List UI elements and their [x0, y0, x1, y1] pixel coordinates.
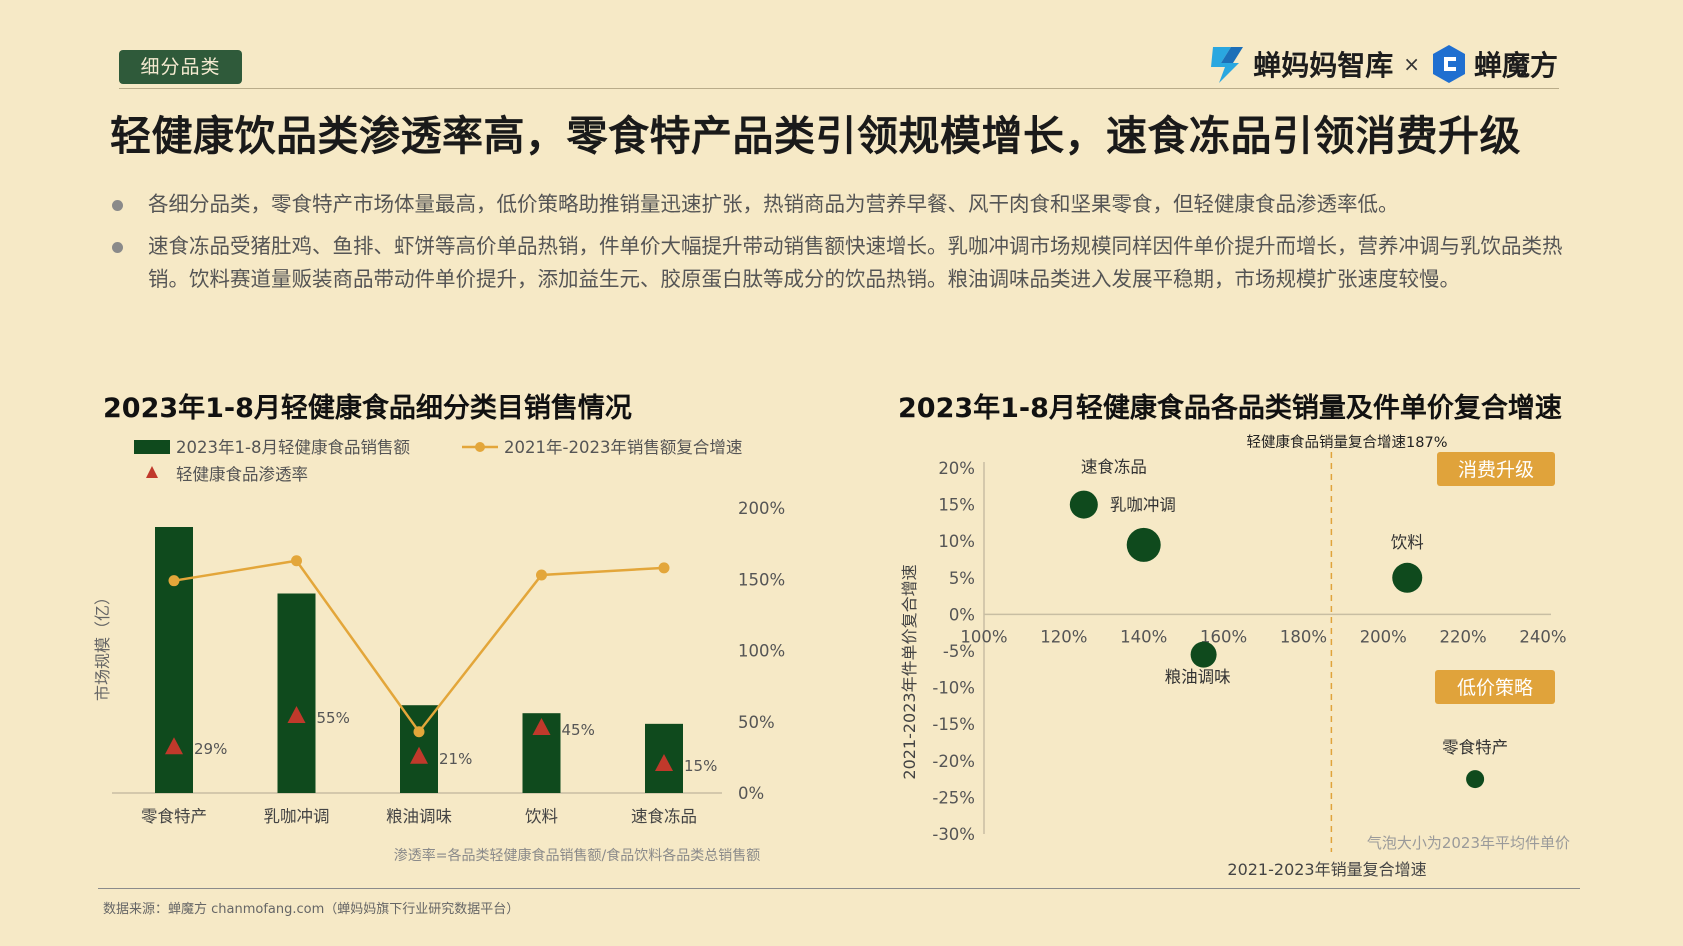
scatter-x-tick: 220% [1440, 627, 1487, 646]
penetration-marker [287, 706, 306, 723]
bullet-dot [112, 200, 123, 211]
bubble-乳咖冲调 [1126, 527, 1161, 562]
scatter-x-tick: 180% [1280, 627, 1327, 646]
penetration-label: 29% [194, 740, 227, 758]
bullet-item: 速食冻品受猪肚鸡、鱼排、虾饼等高价单品热销，件单价大幅提升带动销售额快速增长。乳… [110, 230, 1580, 296]
bubble-label: 零食特产 [1442, 738, 1508, 757]
bubble-label: 饮料 [1391, 533, 1424, 552]
scatter-y-tick: 15% [938, 496, 975, 515]
legend-label-line: 2021年-2023年销售额复合增速 [504, 438, 742, 457]
badge-consumption-upgrade-label: 消费升级 [1458, 459, 1534, 481]
penetration-label: 21% [439, 750, 472, 768]
scatter-y-tick: 0% [949, 605, 975, 624]
bullet-list: 各细分品类，零食特产市场体量最高，低价策略助推销量迅速扩张，热销商品为营养早餐、… [110, 188, 1580, 305]
scatter-x-axis-label: 2021-2023年销量复合增速 [1227, 860, 1426, 879]
bubble-粮油调味 [1190, 641, 1217, 668]
penetration-label: 55% [317, 709, 350, 727]
penetration-footnote: 渗透率=各品类轻健康食品销售额/食品饮料各品类总销售额 [394, 847, 760, 864]
y2-tick-label: 200% [738, 499, 785, 518]
bubble-速食冻品 [1069, 490, 1098, 519]
category-label: 饮料 [525, 807, 558, 826]
penetration-label: 15% [684, 757, 717, 775]
bullet-text: 各细分品类，零食特产市场体量最高，低价策略助推销量迅速扩张，热销商品为营养早餐、… [148, 192, 1399, 216]
page-title: 轻健康饮品类渗透率高，零食特产品类引领规模增长，速食冻品引领消费升级 [110, 112, 1521, 160]
badge-low-price [1435, 670, 1555, 704]
reference-line-label: 轻健康食品销量复合增速187% [1247, 433, 1448, 451]
category-label: 零食特产 [141, 807, 207, 826]
header-divider [119, 88, 1559, 89]
growth-rate-point [536, 569, 547, 581]
category-label: 粮油调味 [386, 807, 452, 826]
bullet-item: 各细分品类，零食特产市场体量最高，低价策略助推销量迅速扩张，热销商品为营养早餐、… [110, 188, 1580, 221]
footer-divider [98, 888, 1580, 889]
scatter-y-tick: 5% [949, 569, 975, 588]
y2-tick-label: 150% [738, 570, 785, 589]
scatter-x-tick: 160% [1200, 627, 1247, 646]
left-chart-title: 2023年1-8月轻健康食品细分类目销售情况 [103, 393, 632, 424]
scatter-y-tick: -10% [932, 679, 975, 698]
legend-swatch-line-dot [475, 442, 485, 452]
scatter-y-tick: 20% [938, 459, 975, 478]
bubble-chart: 20% 15% 10% 5% 0% -5% -10% -15% -20% -25% -30% 100%… [900, 433, 1570, 879]
category-label: 乳咖冲调 [264, 807, 330, 826]
bar-乳咖冲调 [277, 593, 316, 793]
bullet-dot [112, 242, 123, 253]
penetration-marker [410, 746, 428, 764]
brand-chanmofang: 蝉魔方 [1473, 49, 1558, 82]
y-axis-label: 市场规模（亿） [93, 589, 112, 701]
scatter-y-tick: -5% [943, 642, 975, 661]
chanmofang-logo-icon [1432, 45, 1465, 83]
penetration-marker [165, 737, 183, 755]
bubble-饮料 [1392, 562, 1423, 593]
scatter-y-tick: -30% [932, 825, 975, 844]
scatter-x-tick: 240% [1519, 627, 1566, 646]
badge-consumption-upgrade [1437, 452, 1555, 486]
y2-tick-label: 0% [738, 784, 764, 803]
legend-swatch-bar [134, 440, 170, 454]
scatter-x-tick: 120% [1040, 627, 1087, 646]
growth-rate-point [168, 575, 180, 587]
bubble-label: 粮油调味 [1165, 668, 1231, 687]
brand-chanmama: 蝉妈妈智库 [1253, 49, 1394, 82]
bubble-label: 速食冻品 [1081, 458, 1147, 477]
penetration-marker [655, 754, 673, 771]
y2-tick-label: 50% [738, 713, 775, 732]
right-chart-title: 2023年1-8月轻健康食品各品类销量及件单价复合增速 [898, 393, 1562, 424]
scatter-y-tick: -15% [932, 715, 975, 734]
scatter-x-tick: 140% [1120, 627, 1167, 646]
category-tag: 细分品类 [119, 50, 242, 84]
legend-label-marker: 轻健康食品渗透率 [176, 465, 308, 484]
y2-tick-label: 100% [738, 642, 785, 661]
growth-rate-point [658, 562, 670, 574]
penetration-label: 45% [562, 721, 595, 739]
scatter-x-tick: 200% [1360, 627, 1407, 646]
scatter-y-tick: -25% [932, 788, 975, 807]
growth-rate-point [413, 726, 425, 738]
category-label: 速食冻品 [631, 807, 697, 826]
legend-swatch-marker [146, 466, 158, 478]
logo-area: 蝉妈妈智库 × 蝉魔方 [1209, 42, 1558, 86]
bubble-label: 乳咖冲调 [1110, 496, 1176, 515]
growth-rate-point [291, 555, 302, 567]
chanmama-logo-icon [1211, 47, 1244, 83]
scatter-y-axis-label: 2021-2023年件单价复合增速 [900, 564, 919, 779]
legend-label-bar: 2023年1-8月轻健康食品销售额 [176, 438, 410, 457]
scatter-y-tick: -20% [932, 752, 975, 771]
penetration-marker [532, 718, 551, 735]
bubble-size-note: 气泡大小为2023年平均件单价 [1367, 834, 1570, 852]
bullet-text: 速食冻品受猪肚鸡、鱼排、虾饼等高价单品热销，件单价大幅提升带动销售额快速增长。乳… [148, 234, 1563, 291]
scatter-y-tick: 10% [938, 532, 975, 551]
data-source: 数据来源：蝉魔方 chanmofang.com（蝉妈妈旗下行业研究数据平台） [103, 902, 520, 917]
badge-low-price-label: 低价策略 [1457, 677, 1533, 699]
scatter-x-tick: 100% [960, 627, 1007, 646]
bar-line-chart: 2023年1-8月轻健康食品销售额 2021年-2023年销售额复合增速 轻健康… [93, 438, 785, 864]
brand-separator: × [1403, 52, 1420, 76]
bubble-零食特产 [1466, 770, 1485, 789]
